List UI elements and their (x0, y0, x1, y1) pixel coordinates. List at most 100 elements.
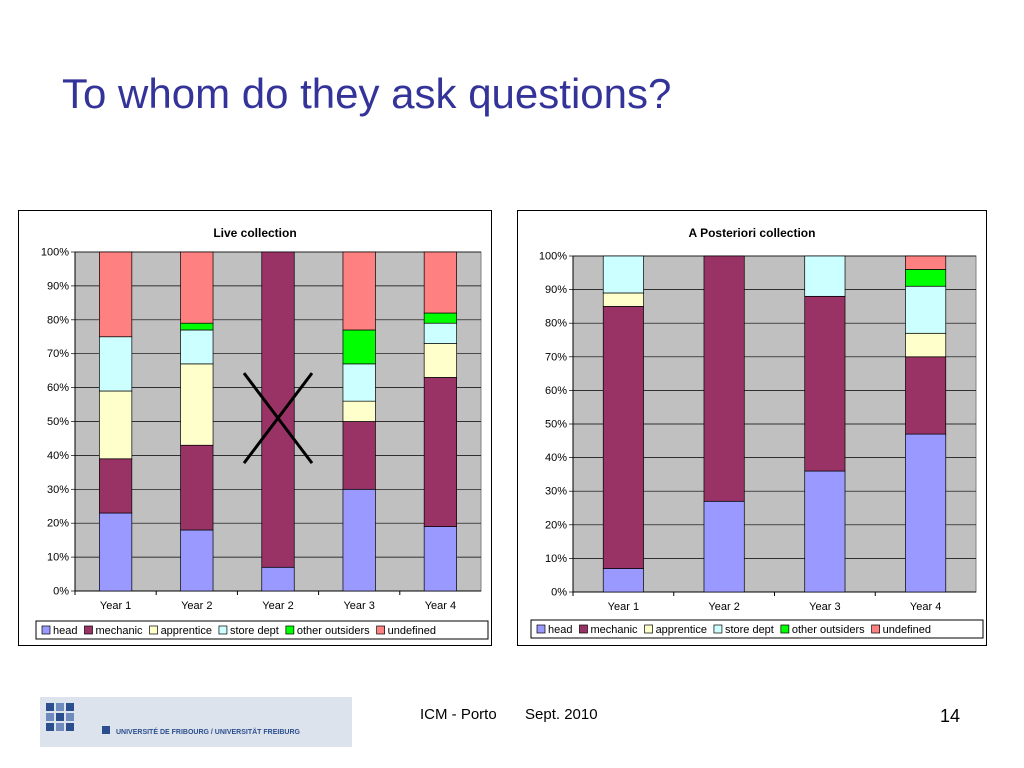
x-tick-label: Year 1 (100, 600, 131, 612)
y-tick-label: 80% (47, 314, 69, 326)
bar-segment-head (180, 529, 214, 592)
bar-segment-store-dept (423, 322, 457, 344)
bar-segment-mechanic (804, 295, 846, 472)
legend-label: store dept (725, 624, 774, 636)
y-tick-label: 20% (47, 518, 69, 530)
legend-label: mechanic (590, 624, 638, 636)
legend-swatch (84, 625, 93, 635)
bar-segment-apprentice (602, 292, 644, 307)
bar-segment-store-dept (342, 363, 376, 402)
y-tick-label: 90% (47, 280, 69, 292)
bar-segment-other-outsiders (180, 322, 214, 331)
chart-title: A Posteriori collection (689, 226, 816, 240)
legend-swatch (218, 625, 228, 635)
bar-segment-apprentice (99, 390, 133, 460)
bar-segment-mechanic (703, 255, 745, 502)
y-tick-label: 70% (47, 348, 69, 360)
legend-swatch (285, 625, 295, 635)
legend-swatch (780, 624, 790, 634)
y-tick-label: 60% (545, 385, 567, 397)
bar-segment-undefined (423, 251, 457, 314)
y-tick-label: 100% (539, 251, 567, 263)
y-tick-label: 80% (545, 318, 567, 330)
y-tick-label: 20% (545, 519, 567, 531)
bar-segment-head (261, 566, 295, 592)
bar-segment-other-outsiders (342, 329, 376, 365)
chart-title: Live collection (213, 226, 296, 240)
bar-segment-head (423, 526, 457, 592)
bar-segment-store-dept (602, 255, 644, 294)
footer-date: Sept. 2010 (525, 706, 598, 723)
legend-label: apprentice (161, 625, 212, 637)
legend-label: apprentice (656, 624, 707, 636)
bar-segment-head (804, 470, 846, 593)
y-tick-label: 10% (47, 552, 69, 564)
legend-label: other outsiders (792, 624, 865, 636)
bar-segment-other-outsiders (905, 269, 947, 287)
x-tick-label: Year 1 (608, 601, 639, 613)
legend-swatch (536, 624, 546, 634)
bar-segment-head (99, 512, 133, 592)
bar-segment-undefined (180, 251, 214, 324)
y-tick-label: 50% (545, 419, 567, 431)
legend-frame (35, 620, 489, 640)
bar-segment-mechanic (99, 458, 133, 514)
legend: head mechanic apprentice store dept other ou… (530, 619, 984, 639)
logo-background (40, 697, 352, 747)
footer-event: ICM - Porto (420, 706, 497, 723)
y-tick-label: 60% (47, 382, 69, 394)
x-tick-label: Year 3 (809, 601, 840, 613)
x-tick-label: Year 4 (910, 601, 941, 613)
bar-segment-apprentice (423, 343, 457, 378)
legend-label: other outsiders (297, 625, 370, 637)
legend-label: undefined (388, 625, 436, 637)
page-number: 14 (940, 706, 961, 726)
bar-segment-undefined (342, 251, 376, 331)
cross-out-mark (242, 372, 314, 465)
legend-swatch (376, 625, 385, 635)
y-tick-label: 30% (47, 484, 69, 496)
legend-label: store dept (230, 625, 279, 637)
legend-swatch (644, 624, 653, 634)
bar-segment-mechanic (423, 377, 457, 527)
bar-segment-head (703, 500, 745, 593)
x-tick-label: Year 2 (181, 600, 212, 612)
bar-segment-head (602, 568, 644, 593)
a-posteriori-collection-chart: A Posteriori collection 0% 10% 20% 30% 40% 50%… (517, 210, 987, 646)
bar-segment-store-dept (180, 329, 214, 365)
bar-segment-apprentice (342, 400, 376, 422)
cross-line (242, 372, 314, 465)
y-tick-label: 10% (545, 553, 567, 565)
legend-swatch (41, 625, 51, 635)
y-tick-label: 40% (545, 452, 567, 464)
bar-segment-head (905, 433, 947, 593)
y-tick-label: 70% (545, 351, 567, 363)
bar-segment-mechanic (602, 306, 644, 569)
logo-square (102, 726, 110, 734)
bar-segment-other-outsiders (423, 312, 457, 324)
legend: head mechanic apprentice store dept other ou… (35, 620, 489, 640)
bar-segment-store-dept (804, 255, 846, 297)
bar-segment-store-dept (99, 336, 133, 392)
bar-segment-mechanic (261, 251, 295, 568)
legend-swatch (871, 624, 880, 634)
logo-mark (46, 703, 74, 731)
legend-label: head (548, 624, 572, 636)
x-tick-label: Year 2 (262, 600, 293, 612)
bar-segment-mechanic (180, 444, 214, 531)
bar-segment-mechanic (905, 356, 947, 435)
bar-segment-apprentice (180, 363, 214, 446)
bar-segment-store-dept (905, 285, 947, 334)
y-tick-label: 50% (47, 416, 69, 428)
university-logo: UNIVERSITÉ DE FRIBOURG / UNIVERSITÄT FRE… (40, 697, 352, 747)
y-tick-label: 90% (545, 284, 567, 296)
y-tick-label: 100% (41, 247, 69, 259)
y-tick-label: 30% (545, 486, 567, 498)
bar-segment-mechanic (342, 421, 376, 490)
live-collection-chart: Live collection 0% 10% 20% 30% 40% 50% 60% 70% 80… (18, 210, 492, 646)
bar-segment-undefined (99, 251, 133, 338)
legend-label: mechanic (95, 625, 143, 637)
legend-swatch (149, 625, 158, 635)
y-tick-label: 0% (551, 587, 567, 599)
bar-segment-undefined (905, 255, 947, 270)
